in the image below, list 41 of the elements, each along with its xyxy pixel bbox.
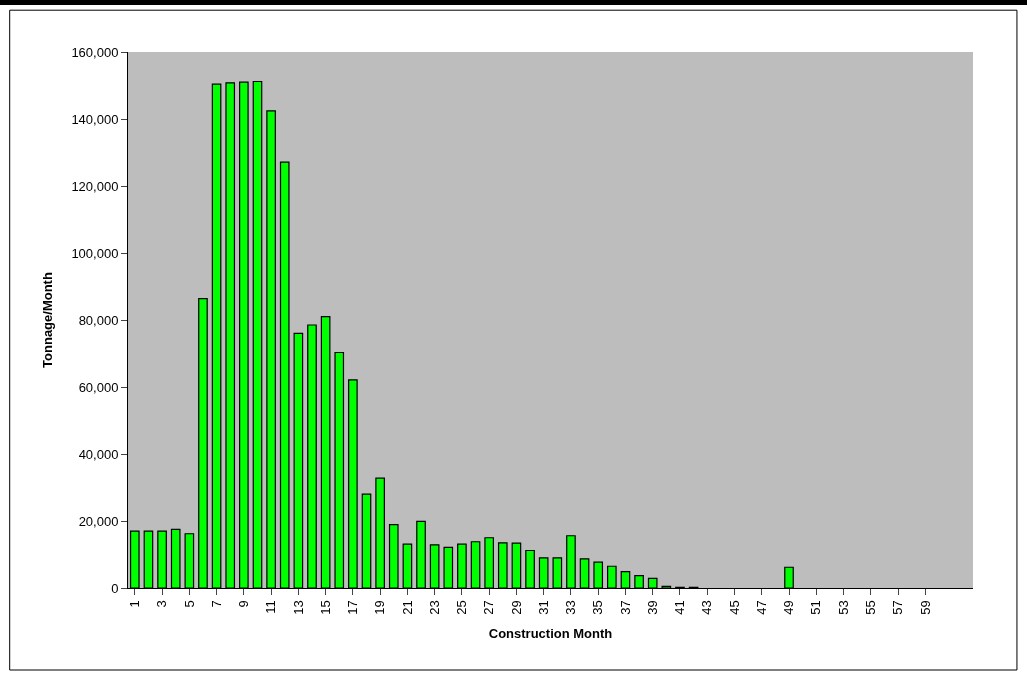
x-tick-label: 29 xyxy=(508,600,524,615)
x-tick-label: 43 xyxy=(699,600,715,615)
x-tick-label: 35 xyxy=(590,600,606,615)
x-tick-label: 45 xyxy=(726,600,742,615)
x-tick-label: 9 xyxy=(236,600,252,608)
x-tick-label: 15 xyxy=(317,600,333,615)
x-tick-label: 33 xyxy=(563,600,579,615)
y-tick-label: 20,000 xyxy=(78,513,119,529)
x-tick-label: 59 xyxy=(917,600,933,615)
x-tick-label: 51 xyxy=(808,600,824,615)
x-tick-label: 27 xyxy=(481,600,497,615)
y-tick-label: 100,000 xyxy=(71,245,119,261)
x-tick-label: 47 xyxy=(753,600,769,615)
x-tick-label: 49 xyxy=(781,600,797,615)
y-tick-label: 40,000 xyxy=(78,446,119,462)
y-tick-label: 160,000 xyxy=(71,44,119,60)
x-tick-label: 23 xyxy=(426,600,442,615)
x-tick-label: 19 xyxy=(372,600,388,615)
y-tick-label: 0 xyxy=(111,580,119,596)
y-tick-label: 120,000 xyxy=(71,178,119,194)
x-tick-label: 21 xyxy=(399,600,415,615)
y-tick-label: 60,000 xyxy=(78,379,119,395)
x-tick-label: 57 xyxy=(890,600,906,615)
x-tick-label: 39 xyxy=(644,600,660,615)
x-tick-label: 17 xyxy=(345,600,361,615)
y-axis-title: Tonnage/Month xyxy=(40,272,56,368)
x-tick-label: 1 xyxy=(127,600,143,608)
x-tick-label: 25 xyxy=(454,600,470,615)
x-tick-label: 41 xyxy=(672,600,688,615)
y-tick-label: 80,000 xyxy=(78,312,119,328)
x-axis-title: Construction Month xyxy=(488,626,613,642)
y-tick-label: 140,000 xyxy=(71,111,119,127)
x-tick-label: 53 xyxy=(835,600,851,615)
x-tick-label: 11 xyxy=(263,600,279,614)
x-tick-label: 13 xyxy=(290,600,306,615)
x-tick-label: 5 xyxy=(181,600,197,608)
x-tick-label: 3 xyxy=(154,600,170,608)
x-tick-label: 37 xyxy=(617,600,633,615)
x-tick-label: 55 xyxy=(863,600,879,615)
x-tick-label: 7 xyxy=(208,600,224,608)
x-tick-label: 31 xyxy=(535,600,551,615)
